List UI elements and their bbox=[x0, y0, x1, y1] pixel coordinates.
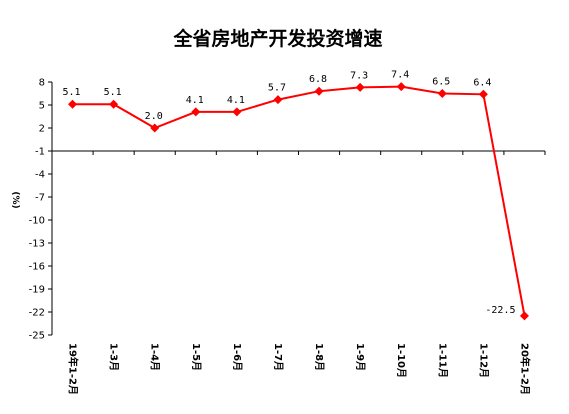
y-tick-label: -7 bbox=[35, 193, 45, 204]
data-labels: 5.1 5.1 2.0 4.1 4.1 5.7 6.8 7.3 7.4 6.5 6.4 -22.5 bbox=[63, 70, 516, 316]
y-tick-label: -16 bbox=[29, 262, 45, 273]
y-tick-label: 2 bbox=[39, 124, 45, 135]
y-tick-label: -22 bbox=[29, 308, 45, 319]
data-label: 4.1 bbox=[186, 95, 204, 106]
data-label: 6.5 bbox=[432, 77, 450, 88]
x-tick-label: 1-6月 bbox=[231, 343, 243, 371]
data-point-marker bbox=[396, 82, 406, 92]
x-tick-label: 1-9月 bbox=[354, 343, 366, 371]
x-axis-ticks: 19年1-2月 1-3月 1-4月 1-5月 1-6月 1-7月 1-8月 1-9月 1-10月… bbox=[51, 151, 546, 395]
axes bbox=[51, 82, 545, 335]
y-tick-label: 5 bbox=[39, 101, 45, 112]
x-tick-label: 1-7月 bbox=[272, 343, 284, 371]
y-tick-label: -1 bbox=[35, 147, 45, 158]
data-point-marker bbox=[150, 123, 160, 133]
y-tick-label: -25 bbox=[29, 331, 45, 342]
data-label: -22.5 bbox=[485, 305, 515, 316]
series-markers bbox=[68, 82, 529, 321]
series-line bbox=[72, 85, 526, 316]
chart-title: 全省房地产开发投资增速 bbox=[172, 27, 382, 50]
y-tick-label: -10 bbox=[29, 216, 45, 227]
data-point-marker bbox=[519, 311, 529, 321]
x-tick-label: 1-4月 bbox=[149, 343, 161, 371]
x-tick-label: 1-12月 bbox=[477, 343, 489, 378]
x-tick-label: 20年1-2月 bbox=[518, 343, 531, 395]
data-point-marker bbox=[68, 99, 78, 109]
y-axis-label: (%) bbox=[10, 191, 20, 208]
data-label: 2.0 bbox=[145, 111, 163, 122]
data-point-marker bbox=[191, 107, 201, 117]
data-point-marker bbox=[355, 82, 365, 92]
y-tick-label: -4 bbox=[35, 170, 45, 181]
data-label: 5.7 bbox=[268, 83, 286, 94]
x-tick-label: 1-11月 bbox=[436, 343, 448, 378]
y-tick-label: -13 bbox=[29, 239, 45, 250]
data-label: 6.8 bbox=[309, 74, 327, 85]
data-point-marker bbox=[314, 86, 324, 96]
data-point-marker bbox=[109, 99, 119, 109]
data-point-marker bbox=[273, 95, 283, 105]
x-tick-label: 1-5月 bbox=[190, 343, 202, 371]
data-label: 4.1 bbox=[227, 95, 245, 106]
data-point-marker bbox=[437, 89, 447, 98]
y-tick-label: -19 bbox=[29, 285, 45, 296]
x-tick-label: 1-3月 bbox=[108, 343, 120, 371]
data-point-marker bbox=[478, 89, 488, 99]
x-tick-label: 1-10月 bbox=[395, 343, 407, 378]
data-label: 7.3 bbox=[350, 70, 368, 81]
data-label: 5.1 bbox=[104, 87, 122, 98]
data-label: 6.4 bbox=[473, 77, 491, 88]
x-tick-label: 19年1-2月 bbox=[67, 343, 80, 395]
data-label: 5.1 bbox=[63, 87, 81, 98]
data-label: 7.4 bbox=[391, 70, 409, 81]
y-axis-ticks: 8 5 2 -1 -4 -7 -10 -13 -16 -19 -22 -25 bbox=[29, 78, 52, 342]
data-point-marker bbox=[232, 107, 242, 117]
x-tick-label: 1-8月 bbox=[313, 343, 325, 371]
y-tick-label: 8 bbox=[39, 78, 45, 89]
